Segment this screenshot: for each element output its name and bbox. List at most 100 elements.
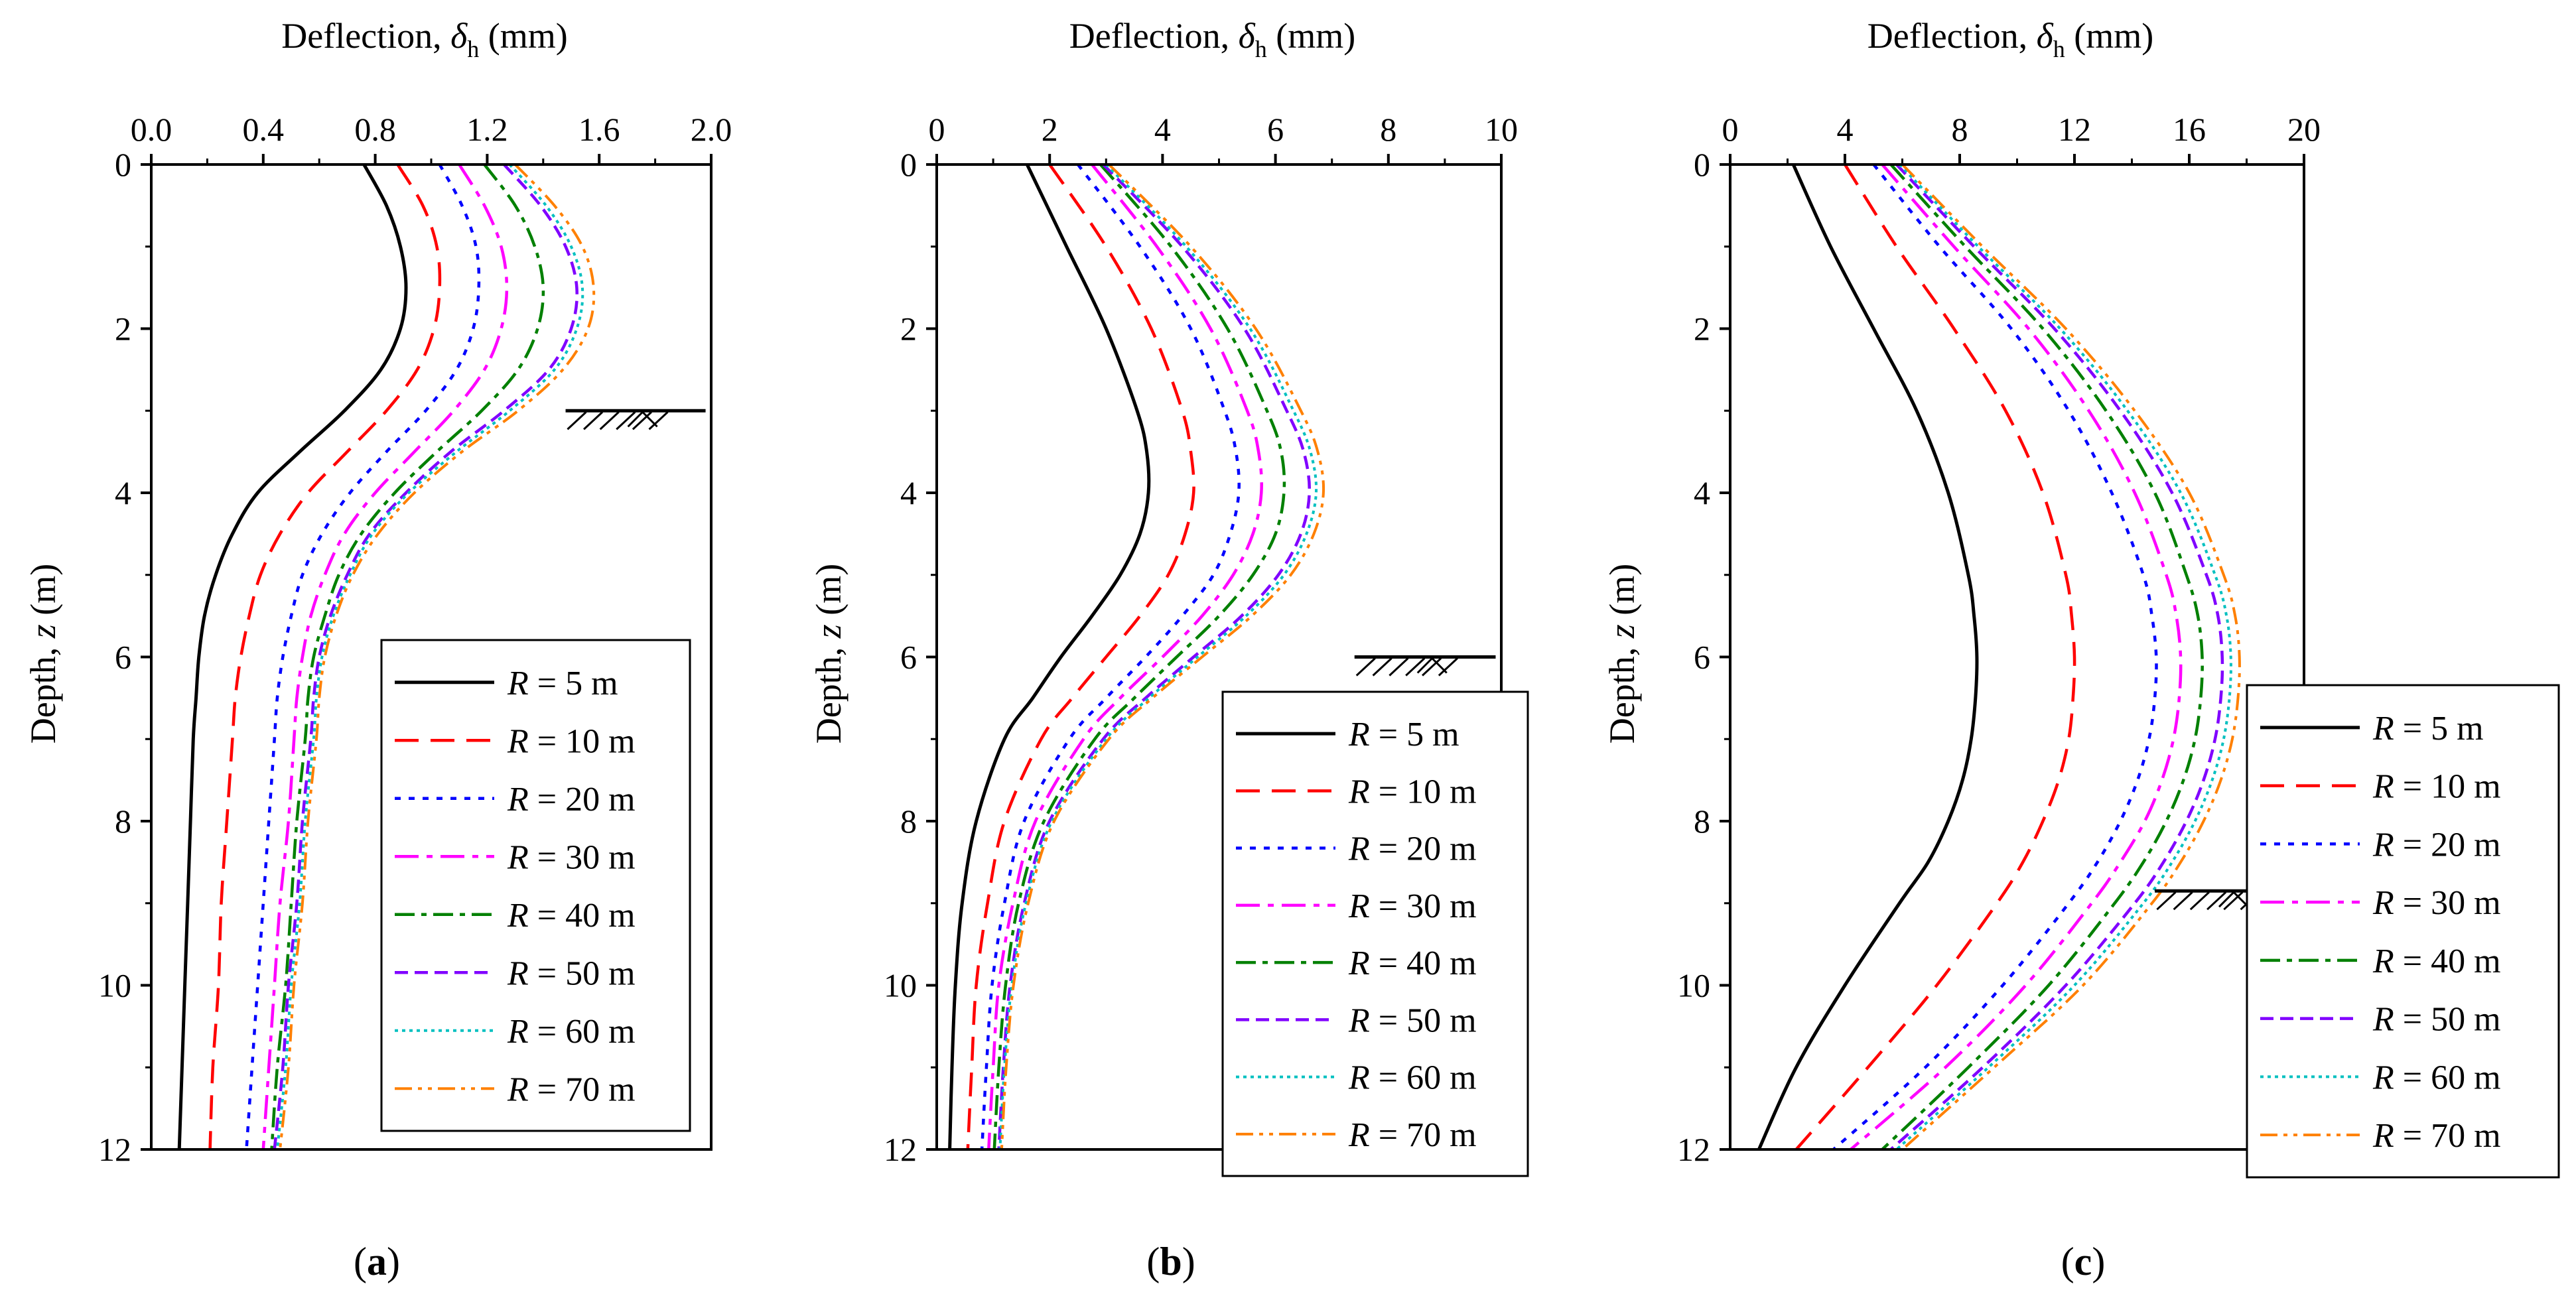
panel-a-y-axis-title: Depth, z (m) [23, 564, 63, 744]
panel-b-series-r70 [1000, 164, 1325, 1149]
panel-c-legend-label: R = 30 m [2372, 884, 2501, 922]
panel-b-series-r50 [997, 164, 1312, 1149]
panel-c: 0 4 8 12 16 20 0 2 4 6 8 10 12 Deflection, δh (mm) Dep… [1602, 16, 2560, 1283]
panel-b-legend-label: R = 70 m [1348, 1116, 1477, 1154]
panel-b-x-axis-title: Deflection, δh (mm) [1069, 16, 1356, 62]
panel-c-y-tick-label: 12 [1677, 1131, 1710, 1168]
panel-c-label: (c) [2061, 1240, 2106, 1283]
panel-b-hatch [1389, 657, 1409, 677]
panel-b-series-r30 [987, 164, 1263, 1149]
panel-b-y-tick-label: 4 [900, 474, 917, 511]
panel-a-legend-label: R = 60 m [507, 1013, 636, 1051]
panel-b-legend-label: R = 50 m [1348, 1002, 1477, 1039]
panel-b-x-tick-label: 10 [1485, 111, 1518, 148]
panel-b-curves [948, 164, 1325, 1149]
panel-c-legend-label: R = 5 m [2372, 710, 2484, 748]
panel-c-x-axis-title: Deflection, δh (mm) [1867, 16, 2154, 62]
panel-a-y-tick-label: 4 [115, 474, 131, 511]
panel-a-y-tick-label: 10 [98, 967, 131, 1004]
panel-c-y-tick-label: 6 [1694, 639, 1710, 676]
panel-b-y-tick-label: 6 [900, 639, 917, 676]
panel-a-series-r5 [177, 164, 408, 1149]
panel-b-legend: R = 5 m R = 10 m R = 20 m R = 30 m R = 40 m R… [1221, 690, 1529, 1177]
panel-a-series-r10 [208, 164, 442, 1149]
panel-b-x-tick-label: 8 [1380, 111, 1396, 148]
panel-c-hatch [2156, 891, 2177, 911]
panel-c-legend-label: R = 70 m [2372, 1117, 2501, 1155]
panel-c-series-r40 [1881, 164, 2204, 1149]
panel-c-legend-label: R = 40 m [2372, 943, 2501, 980]
panel-a-curves [177, 164, 596, 1149]
panel-a-series-r40 [270, 164, 545, 1149]
panel-c-hatch [2232, 891, 2250, 908]
panel-b-excavation-level [1354, 655, 1496, 677]
panel-a-legend-label: R = 50 m [507, 954, 636, 992]
panel-a-legend: R = 5 m R = 10 m R = 20 m R = 30 m R = 40 m R… [380, 639, 691, 1132]
panel-b-legend-label: R = 30 m [1348, 887, 1477, 925]
panel-c-series-r50 [1889, 164, 2224, 1149]
panel-c-series-r70 [1901, 164, 2241, 1149]
panel-b-hatch [1405, 657, 1426, 677]
panel-c-legend-label: R = 50 m [2372, 1001, 2501, 1039]
panel-b-x-tick-label: 2 [1042, 111, 1058, 148]
panel-b-series-r10 [966, 164, 1195, 1149]
panel-b-series-r20 [980, 164, 1241, 1149]
panel-a-legend-label: R = 10 m [507, 722, 636, 760]
panel-a-x-tick-label: 1.2 [466, 111, 508, 148]
panel-a-hatch [627, 411, 644, 428]
panel-a-series-r20 [245, 164, 481, 1149]
panel-b-y-tick-label: 0 [900, 146, 917, 183]
panel-b-hatch [1438, 657, 1458, 677]
panel-c-x-tick-label: 12 [2058, 111, 2091, 148]
panel-c-legend-label: R = 60 m [2372, 1059, 2501, 1096]
panel-a-y-tick-label: 8 [115, 803, 131, 840]
panel-c-series-r10 [1795, 164, 2076, 1149]
panel-b-legend-box [1221, 690, 1529, 1177]
panel-c-x-tick-label: 20 [2287, 111, 2321, 148]
panel-a-y-tick-label: 0 [115, 146, 131, 183]
panel-a: 0.0 0.4 0.8 1.2 1.6 2.0 0 2 4 6 8 10 12 Deflection, δ… [23, 16, 732, 1283]
panel-c-curves [1757, 164, 2241, 1149]
panel-b-series-r40 [992, 164, 1286, 1149]
panel-c-series-r5 [1757, 164, 1979, 1149]
panel-b-y-tick-label: 2 [900, 310, 917, 348]
panel-a-x-tick-label: 0.4 [243, 111, 285, 148]
panel-c-series-r20 [1832, 164, 2158, 1149]
panel-a-hatch [583, 411, 604, 430]
panel-c-series-r30 [1850, 164, 2183, 1149]
panel-a-legend-label: R = 20 m [507, 781, 636, 818]
panel-c-y-tick-label: 0 [1694, 146, 1710, 183]
panel-b-x-tick-label: 4 [1154, 111, 1171, 148]
panel-c-y-tick-label: 2 [1694, 310, 1710, 348]
panel-c-x-tick-label: 16 [2173, 111, 2206, 148]
panel-b: 0 2 4 6 8 10 0 2 4 6 8 10 12 Deflection, δh (mm) Depth… [809, 16, 1529, 1283]
panel-c-series-r60 [1895, 164, 2232, 1149]
panel-b-x-tick-label: 6 [1267, 111, 1284, 148]
panel-c-legend-label: R = 10 m [2372, 768, 2501, 806]
panel-c-hatch [2218, 891, 2235, 908]
panel-c-frame [1729, 163, 2305, 1151]
panel-c-y-tick-label: 10 [1677, 967, 1710, 1004]
panel-a-x-tick-label: 0.0 [131, 111, 172, 148]
panel-c-y-axis-title: Depth, z (m) [1602, 564, 1642, 744]
panel-b-hatch [1355, 657, 1376, 677]
panel-a-series-r70 [279, 164, 596, 1149]
panel-a-hatch [632, 411, 652, 430]
panel-a-x-tick-label: 0.8 [354, 111, 396, 148]
panel-a-y-tick-label: 12 [98, 1131, 131, 1168]
panel-b-hatch [1422, 657, 1442, 677]
panel-a-hatch [599, 411, 620, 430]
panel-a-legend-label: R = 70 m [507, 1071, 636, 1108]
panel-b-legend-label: R = 5 m [1348, 716, 1459, 753]
panel-b-label: (b) [1146, 1240, 1195, 1283]
panel-a-hatch [567, 411, 587, 430]
panel-b-hatch [1372, 657, 1392, 677]
panel-c-x-tick-label: 8 [1952, 111, 1968, 148]
panel-b-legend-label: R = 60 m [1348, 1059, 1477, 1097]
panel-c-y-tick-label: 4 [1694, 474, 1710, 511]
panel-b-series-r5 [948, 164, 1151, 1149]
panel-a-x-axis-title: Deflection, δh (mm) [281, 16, 568, 62]
panel-a-legend-box [380, 639, 691, 1132]
panel-a-series-r60 [275, 164, 584, 1149]
panel-a-y-tick-label: 6 [115, 639, 131, 676]
